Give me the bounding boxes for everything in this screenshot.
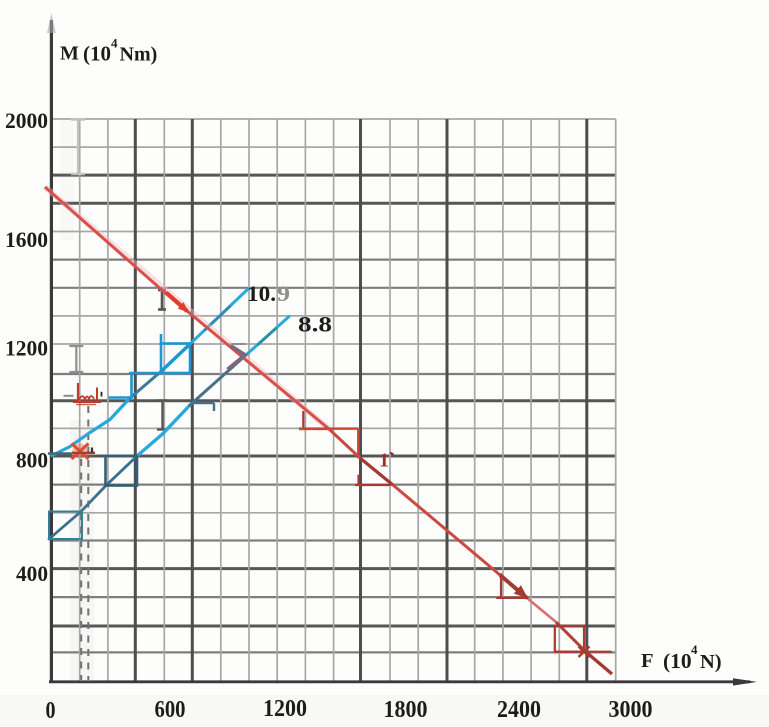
svg-text:1600: 1600: [5, 227, 48, 252]
svg-text:M: M: [60, 43, 79, 65]
svg-text:(10: (10: [663, 649, 692, 673]
svg-text:1200: 1200: [5, 336, 48, 361]
svg-text:N): N): [700, 651, 722, 673]
svg-text:2000: 2000: [5, 108, 48, 133]
svg-text:600: 600: [155, 696, 186, 723]
svg-text:(10: (10: [83, 42, 111, 66]
svg-text:9: 9: [277, 281, 290, 306]
svg-text:1: 1: [379, 450, 389, 472]
svg-text:0: 0: [46, 697, 56, 724]
svg-text:F: F: [641, 650, 654, 672]
svg-text:1200: 1200: [263, 695, 307, 722]
svg-text:4: 4: [111, 36, 118, 51]
svg-text:3000: 3000: [609, 696, 653, 723]
svg-text:400: 400: [16, 561, 48, 586]
svg-text:4: 4: [691, 642, 698, 657]
svg-text:Nm): Nm): [120, 44, 158, 66]
svg-text:1800: 1800: [384, 696, 428, 723]
svg-text:800: 800: [16, 448, 48, 473]
svg-text:10.: 10.: [247, 281, 276, 306]
svg-text:2400: 2400: [497, 696, 541, 723]
svg-text:8.8: 8.8: [298, 312, 332, 337]
